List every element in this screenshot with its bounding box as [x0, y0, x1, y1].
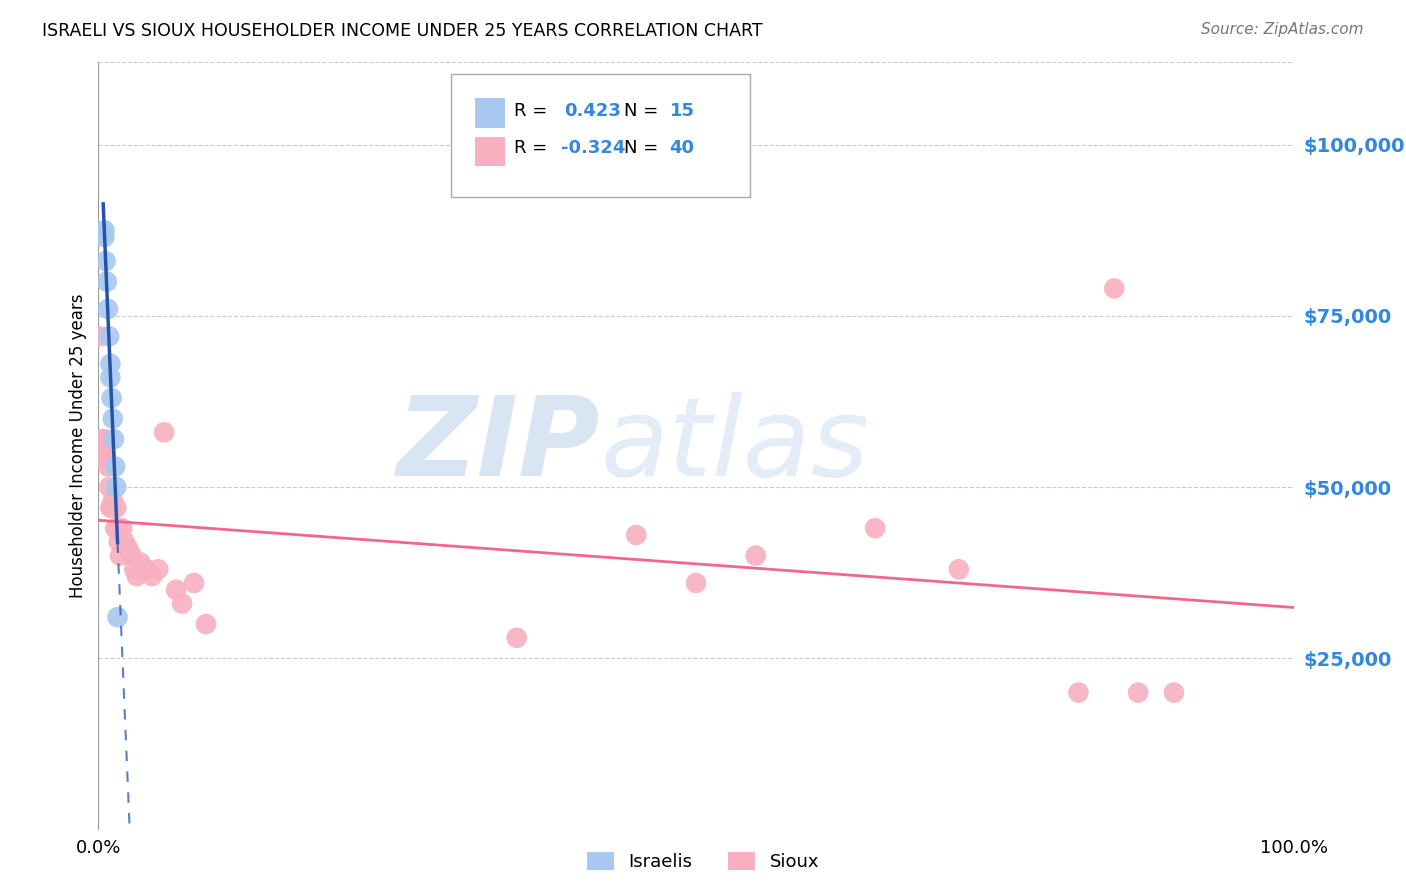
Point: [105, 500, 128, 515]
Text: ISRAELI VS SIOUX HOUSEHOLDER INCOME UNDER 25 YEARS CORRELATION CHART: ISRAELI VS SIOUX HOUSEHOLDER INCOME UNDE…: [42, 22, 763, 40]
Point: [98, 480, 121, 494]
Point: [135, 562, 157, 576]
FancyBboxPatch shape: [475, 136, 505, 166]
Point: [94, 446, 117, 460]
Point: [124, 562, 146, 576]
Point: [98, 500, 122, 515]
Point: [107, 610, 129, 624]
Point: [103, 432, 125, 446]
Point: [153, 425, 176, 440]
FancyBboxPatch shape: [475, 98, 505, 128]
Point: [865, 521, 887, 535]
Point: [100, 391, 122, 405]
Text: ZIP: ZIP: [396, 392, 600, 500]
Point: [100, 500, 122, 515]
Point: [125, 569, 148, 583]
Point: [141, 569, 163, 583]
FancyBboxPatch shape: [451, 74, 749, 197]
Text: R =: R =: [515, 139, 554, 157]
Point: [114, 534, 136, 549]
Point: [172, 597, 194, 611]
Point: [104, 521, 127, 535]
Point: [97, 301, 120, 316]
Text: atlas: atlas: [600, 392, 869, 500]
Point: [98, 357, 122, 371]
Point: [506, 631, 529, 645]
Point: [107, 521, 129, 535]
Y-axis label: Householder Income Under 25 years: Householder Income Under 25 years: [69, 293, 87, 599]
Point: [117, 541, 139, 556]
Point: [89, 329, 111, 343]
Point: [108, 549, 131, 563]
Point: [93, 230, 115, 244]
Point: [1128, 685, 1150, 699]
Point: [93, 432, 115, 446]
Point: [96, 452, 118, 467]
Point: [107, 534, 129, 549]
Point: [93, 223, 115, 237]
Point: [101, 411, 124, 425]
Point: [626, 528, 648, 542]
Text: N =: N =: [624, 139, 664, 157]
Text: Source: ZipAtlas.com: Source: ZipAtlas.com: [1201, 22, 1364, 37]
Point: [183, 576, 205, 591]
Point: [98, 329, 121, 343]
Point: [195, 617, 218, 632]
Text: 40: 40: [669, 139, 695, 157]
Text: -0.324: -0.324: [561, 139, 626, 157]
Text: 15: 15: [669, 102, 695, 120]
Point: [96, 275, 118, 289]
Point: [1104, 281, 1126, 295]
Text: 0.423: 0.423: [565, 102, 621, 120]
Point: [129, 556, 152, 570]
Point: [1067, 685, 1090, 699]
Point: [685, 576, 707, 591]
Point: [745, 549, 768, 563]
Point: [148, 562, 170, 576]
Text: R =: R =: [515, 102, 554, 120]
Point: [94, 254, 117, 268]
Point: [111, 521, 134, 535]
Point: [97, 459, 120, 474]
Point: [105, 480, 128, 494]
Point: [165, 582, 187, 597]
Point: [1163, 685, 1185, 699]
Point: [101, 493, 124, 508]
Legend: Israelis, Sioux: Israelis, Sioux: [579, 845, 827, 879]
Text: N =: N =: [624, 102, 664, 120]
Point: [121, 549, 143, 563]
Point: [104, 459, 127, 474]
Point: [91, 227, 114, 241]
Point: [948, 562, 970, 576]
Point: [91, 432, 114, 446]
Point: [98, 370, 122, 384]
